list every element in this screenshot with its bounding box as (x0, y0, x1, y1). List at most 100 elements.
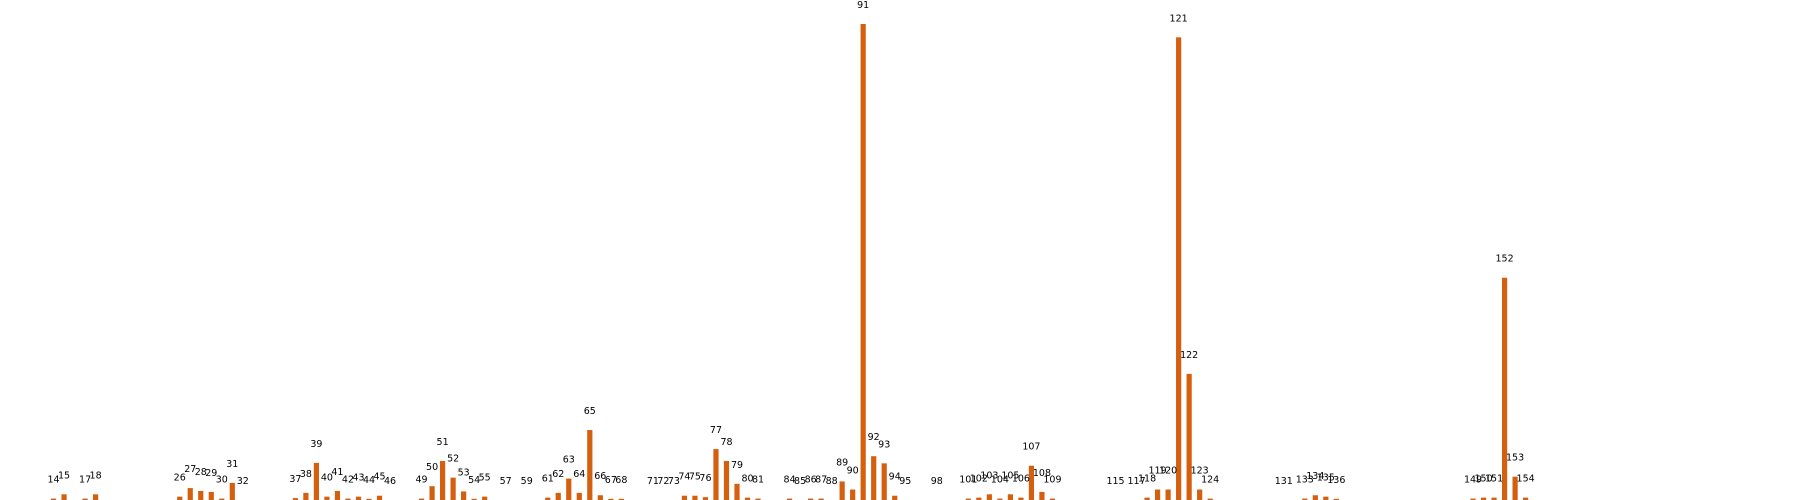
bar-label-41: 41 (331, 467, 343, 478)
bar-label-52: 52 (447, 454, 459, 465)
bar-label-149: 149 (1464, 475, 1482, 486)
bar-50 (429, 486, 435, 500)
bar-29 (208, 491, 214, 500)
bar-label-103: 103 (980, 470, 998, 481)
bar-65 (587, 430, 593, 500)
bar-label-38: 38 (300, 469, 312, 480)
bar-label-133: 133 (1296, 475, 1314, 486)
bar-label-118: 118 (1138, 474, 1156, 485)
bar-label-50: 50 (426, 462, 438, 473)
bar-label-39: 39 (310, 439, 322, 450)
bar-label-122: 122 (1180, 350, 1198, 361)
bar-104 (997, 498, 1003, 500)
bar-label-104: 104 (991, 475, 1009, 486)
bar-149 (1470, 498, 1476, 500)
bar-45 (376, 495, 383, 500)
bar-label-68: 68 (615, 475, 627, 486)
bar-87 (818, 498, 824, 500)
bar-label-93: 93 (878, 439, 890, 450)
bar-label-14: 14 (47, 475, 59, 486)
bar-label-49: 49 (416, 475, 428, 486)
bar-label-17: 17 (79, 475, 91, 486)
bar-label-101: 101 (959, 475, 977, 486)
bar-label-136: 136 (1327, 475, 1345, 486)
bar-label-119: 119 (1149, 466, 1167, 477)
bar-40 (324, 496, 330, 500)
bar-30 (219, 498, 225, 500)
bar-106 (1018, 497, 1024, 500)
bar-label-131: 131 (1275, 476, 1293, 487)
bar-label-37: 37 (289, 474, 301, 485)
bar-39 (313, 462, 320, 500)
bar-53 (461, 491, 467, 500)
bar-80 (744, 497, 751, 500)
bar-label-57: 57 (500, 476, 512, 487)
bar-label-44: 44 (363, 475, 375, 486)
bar-label-30: 30 (216, 475, 228, 486)
bar-label-115: 115 (1106, 476, 1124, 487)
bar-92 (871, 456, 877, 500)
bar-label-107: 107 (1022, 442, 1040, 453)
bar-label-98: 98 (931, 476, 943, 487)
bar-label-45: 45 (373, 472, 385, 483)
bar-107 (1028, 465, 1035, 500)
bar-101 (965, 498, 971, 500)
bar-label-120: 120 (1159, 466, 1177, 477)
bar-label-46: 46 (384, 476, 396, 487)
bar-label-102: 102 (970, 474, 988, 485)
bar-17 (82, 498, 88, 500)
bar-134 (1312, 495, 1318, 500)
bar-84 (786, 498, 793, 500)
bar-label-32: 32 (237, 476, 249, 487)
bar-135 (1323, 496, 1329, 500)
bar-label-80: 80 (741, 474, 753, 485)
bar-label-42: 42 (342, 475, 354, 486)
bar-label-26: 26 (174, 473, 186, 484)
bar-62 (555, 492, 561, 500)
bar-label-65: 65 (584, 406, 596, 417)
bar-label-151: 151 (1485, 474, 1503, 485)
bar-label-29: 29 (205, 468, 217, 479)
bar-label-134: 134 (1306, 471, 1324, 482)
bar-31 (229, 482, 235, 500)
bar-label-27: 27 (184, 464, 196, 475)
bar-label-105: 105 (1001, 470, 1019, 481)
bar-label-78: 78 (720, 437, 732, 448)
bar-42 (345, 498, 351, 500)
bar-label-85: 85 (794, 476, 806, 487)
bar-18 (93, 494, 99, 500)
bar-94 (892, 495, 898, 500)
bar-label-84: 84 (784, 475, 796, 486)
bar-52 (450, 477, 456, 500)
bar-43 (355, 496, 362, 500)
bar-37 (292, 498, 298, 500)
bar-label-91: 91 (857, 0, 869, 11)
bar-41 (334, 490, 341, 500)
bar-133 (1302, 498, 1308, 500)
bar-44 (366, 498, 372, 500)
bar-64 (576, 492, 582, 500)
bar-26 (177, 496, 183, 500)
bar-label-77: 77 (710, 425, 722, 436)
bar-76 (702, 497, 709, 500)
bar-label-63: 63 (563, 455, 575, 466)
bar-label-40: 40 (321, 473, 333, 484)
bar-86 (808, 498, 814, 500)
bar-label-152: 152 (1496, 254, 1514, 265)
bar-label-76: 76 (699, 473, 711, 484)
bar-63 (566, 478, 572, 500)
bar-122 (1186, 373, 1192, 500)
bar-27 (187, 488, 193, 500)
bars-layer (50, 24, 1529, 500)
bar-label-89: 89 (836, 457, 848, 468)
bar-152 (1501, 277, 1508, 500)
bar-label-92: 92 (868, 432, 880, 443)
bar-label-123: 123 (1191, 466, 1209, 477)
bar-120 (1165, 489, 1171, 500)
bar-77 (713, 449, 719, 500)
bar-89 (839, 481, 845, 500)
bar-label-106: 106 (1012, 474, 1030, 485)
bar-label-72: 72 (657, 476, 669, 487)
bar-label-150: 150 (1474, 474, 1492, 485)
bar-154 (1523, 497, 1529, 500)
